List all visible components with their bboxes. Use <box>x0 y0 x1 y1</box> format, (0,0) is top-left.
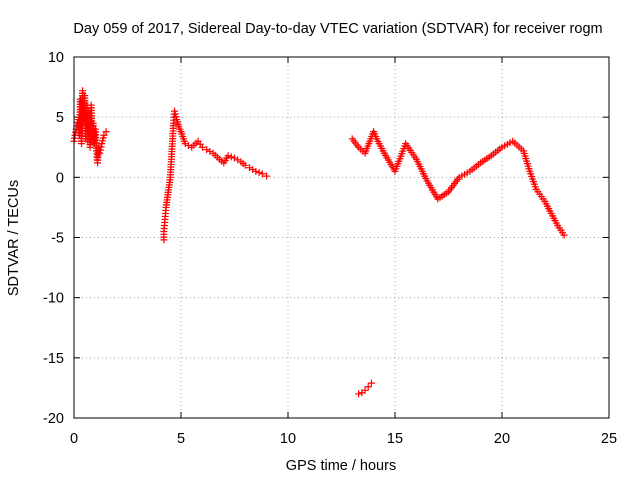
y-tick-label: -15 <box>43 351 64 367</box>
data-point-fill <box>249 166 257 174</box>
data-point <box>560 231 568 239</box>
x-tick-label: 5 <box>177 431 185 447</box>
series-4 <box>355 379 375 398</box>
y-tick-label: -5 <box>51 231 64 247</box>
data-point-fill <box>96 146 104 154</box>
y-tick-label: -10 <box>43 291 64 307</box>
data-point <box>367 379 375 387</box>
x-tick-label: 20 <box>494 431 510 447</box>
data-points <box>70 87 568 398</box>
data-point-fill <box>227 153 235 161</box>
series-2 <box>160 107 271 244</box>
data-point <box>258 170 266 178</box>
x-tick-label: 25 <box>601 431 617 447</box>
data-point-fill <box>97 143 105 151</box>
grid-lines <box>74 57 609 418</box>
series-1 <box>70 87 110 167</box>
data-point <box>361 386 369 394</box>
axis-ticks: 0 5 10 15 20 25 -20 -15 -10 -5 0 5 10 <box>43 50 617 447</box>
data-point <box>224 152 232 160</box>
data-point-fill <box>234 156 242 164</box>
data-point <box>241 161 249 169</box>
plot-frame <box>73 56 610 419</box>
data-point <box>198 143 206 151</box>
data-point <box>355 390 363 398</box>
chart-title: Day 059 of 2017, Sidereal Day-to-day VTE… <box>73 21 602 37</box>
data-point <box>231 154 238 162</box>
y-axis-label: SDTVAR / TECUs <box>6 180 22 296</box>
data-point <box>364 383 372 391</box>
x-tick-label: 15 <box>387 431 403 447</box>
data-point <box>100 131 108 139</box>
y-tick-label: 0 <box>56 170 64 186</box>
y-tick-label: 10 <box>48 50 64 66</box>
y-tick-label: -20 <box>43 411 64 427</box>
x-axis-label: GPS time / hours <box>286 458 396 474</box>
data-point-fill <box>255 169 263 177</box>
data-point <box>252 167 260 175</box>
x-tick-label: 0 <box>70 431 78 447</box>
series-3 <box>348 128 568 239</box>
data-point <box>263 172 271 180</box>
data-point-fill <box>206 147 214 155</box>
data-point <box>96 149 104 157</box>
x-tick-label: 10 <box>280 431 296 447</box>
data-point <box>102 128 110 136</box>
y-tick-label: 5 <box>56 110 64 126</box>
